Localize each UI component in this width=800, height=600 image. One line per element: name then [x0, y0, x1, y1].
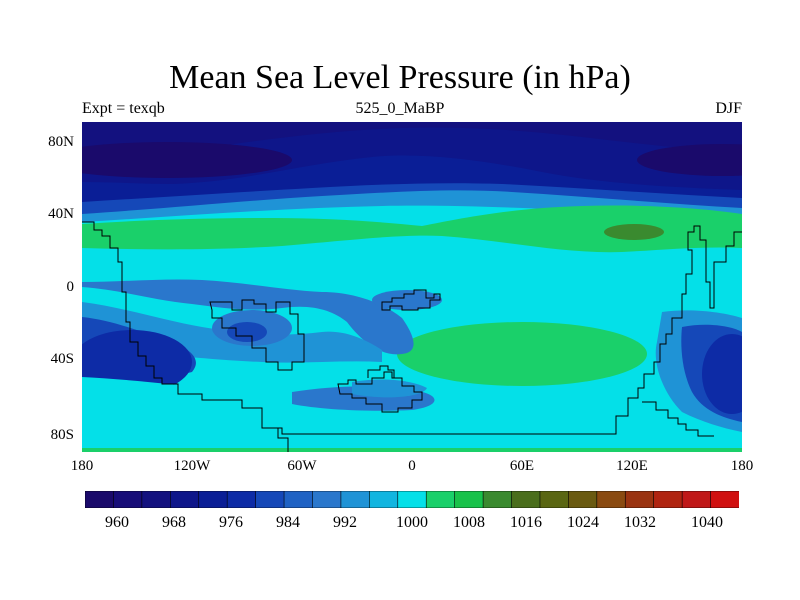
colorbar-label: 960 — [105, 514, 129, 531]
colorbar-swatch — [170, 491, 200, 508]
colorbar-swatch — [397, 491, 428, 508]
contour-band — [82, 448, 742, 452]
colorbar-swatch — [425, 491, 456, 508]
colorbar-swatch — [340, 491, 371, 508]
contour-band — [82, 377, 742, 452]
contour-band — [604, 224, 664, 240]
colorbar-swatch — [312, 491, 342, 508]
colorbar-swatch — [624, 491, 655, 508]
colorbar-label: 1040 — [691, 514, 723, 531]
lat-label-80n: 80N — [48, 134, 74, 150]
period-label: 525_0_MaBP — [355, 100, 445, 117]
colorbar-swatch — [568, 491, 598, 508]
colorbar-swatch — [596, 491, 627, 508]
contour-band — [637, 144, 742, 176]
colorbar-label: 1024 — [567, 514, 599, 531]
contour-band — [82, 142, 292, 178]
colorbar-label: 1032 — [624, 514, 656, 531]
lat-label-40s: 40S — [50, 351, 74, 367]
contour-band — [82, 205, 742, 253]
colorbar-swatch — [255, 491, 285, 508]
colorbar-swatch — [198, 491, 228, 508]
lon-label-60e: 60E — [509, 458, 535, 474]
map-title: Mean Sea Level Pressure (in hPa) — [169, 59, 631, 96]
lon-label-120w: 120W — [173, 458, 211, 474]
colorbar-swatch — [710, 491, 739, 508]
lat-label-40n: 40N — [48, 206, 74, 222]
colorbar-label: 1016 — [510, 514, 542, 531]
contour-band — [82, 330, 192, 394]
colorbar-swatches — [85, 491, 739, 508]
contour-band — [372, 290, 442, 310]
colorbar-swatch — [539, 491, 570, 508]
contour-band — [82, 279, 414, 355]
pressure-map — [82, 122, 742, 452]
colorbar — [85, 491, 739, 508]
lon-label-180w: 180 — [70, 458, 94, 474]
colorbar-swatch — [283, 491, 314, 508]
colorbar-swatch — [482, 491, 513, 508]
colorbar-label: 968 — [162, 514, 186, 531]
lon-label-180e: 180 — [730, 458, 754, 474]
lat-label-80s: 80S — [50, 427, 74, 443]
lon-label-120e: 120E — [616, 458, 648, 474]
lat-label-0: 0 — [66, 279, 75, 295]
colorbar-swatch — [85, 491, 115, 508]
contour-band — [227, 322, 267, 342]
colorbar-label: 976 — [219, 514, 243, 531]
contour-band — [82, 122, 742, 152]
colorbar-label: 984 — [276, 514, 300, 531]
lon-label-0: 0 — [408, 458, 416, 474]
coastlines — [82, 221, 742, 452]
colorbar-swatch — [454, 491, 484, 508]
colorbar-label: 992 — [333, 514, 357, 531]
experiment-label: Expt = texqb — [82, 100, 165, 117]
colorbar-swatch — [226, 491, 257, 508]
pressure-contour-plot — [82, 122, 742, 452]
colorbar-swatch — [681, 491, 712, 508]
colorbar-label: 1000 — [396, 514, 428, 531]
colorbar-swatch — [141, 491, 172, 508]
contour-band — [397, 322, 647, 386]
season-label: DJF — [715, 100, 742, 117]
colorbar-swatch — [113, 491, 143, 508]
colorbar-swatch — [511, 491, 541, 508]
contour-band — [702, 334, 742, 414]
colorbar-swatch — [369, 491, 399, 508]
lon-label-60w: 60W — [287, 458, 317, 474]
colorbar-swatch — [653, 491, 683, 508]
colorbar-label: 1008 — [453, 514, 485, 531]
